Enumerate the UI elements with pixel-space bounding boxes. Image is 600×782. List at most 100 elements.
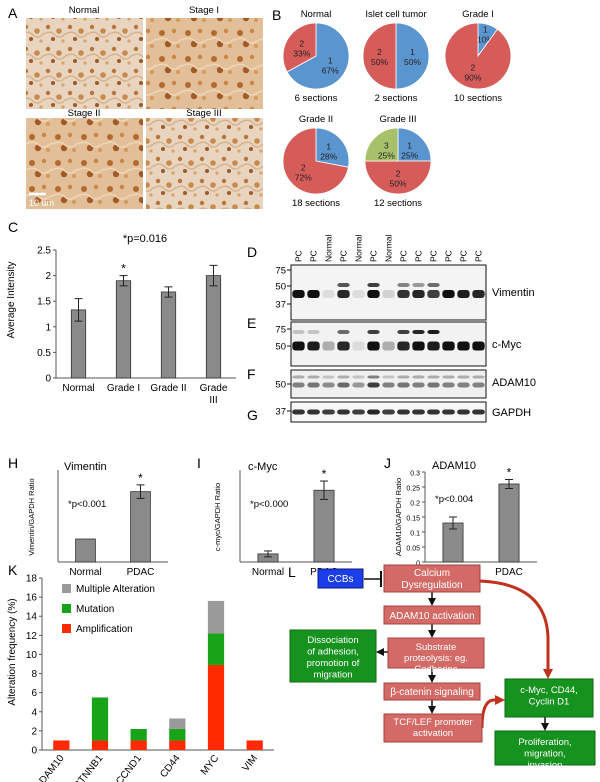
chart-i: Normal*PDACc-myc/GAPDH Ratioc-Myc*p<0.00… — [213, 461, 352, 578]
blot-band — [442, 290, 455, 298]
lane-label: Normal — [354, 234, 364, 262]
y-tick-label: 0.3 — [410, 471, 420, 478]
category-label: Normal — [69, 567, 101, 578]
pie-caption: 2 sections — [375, 93, 418, 104]
pie-slice — [286, 22, 350, 90]
lane-label: PC — [369, 250, 379, 262]
blot-band — [322, 290, 335, 298]
blot-band — [322, 341, 335, 351]
blot-band — [382, 375, 395, 379]
pie-slice — [397, 127, 432, 162]
chart-annotation: *p<0.004 — [435, 494, 473, 505]
pie-slice-pct: 25% — [401, 150, 418, 160]
blot-band — [397, 283, 410, 287]
text-line: promotion of — [307, 658, 360, 669]
panel-d-label: D — [247, 244, 257, 260]
blot-band — [337, 341, 350, 351]
y-tick-label: 1.5 — [37, 297, 51, 308]
panel-f-label: F — [247, 366, 256, 382]
y-tick-label: 0.15 — [406, 516, 420, 523]
lane-label: PC — [429, 250, 439, 262]
pie-slice-label: 1 — [326, 141, 331, 151]
label-stage-3: Stage III — [186, 108, 221, 119]
text-line: Proliferation, — [518, 737, 571, 748]
pie-title: Grade I — [462, 9, 494, 20]
panel-g-label: G — [247, 407, 258, 423]
micrograph-normal — [26, 18, 143, 109]
y-tick-label: 16 — [26, 593, 38, 604]
text-line: activation — [413, 728, 453, 739]
lane-label: PC — [294, 250, 304, 262]
pie-slice-label: 2 — [301, 163, 306, 173]
lane-label: PC — [309, 250, 319, 262]
blot-band — [442, 409, 455, 415]
blot-markers: 75 50 37 75 50 50 37 — [275, 266, 291, 418]
y-axis-label: ADAM10/GAPDH Ratio — [394, 478, 403, 556]
blot-band — [352, 409, 365, 415]
blot-band — [397, 290, 410, 298]
blot-band — [412, 330, 425, 334]
pie-caption: 18 sections — [292, 198, 340, 209]
blot-band — [322, 382, 335, 388]
y-tick-label: 0.05 — [406, 546, 420, 553]
proliferation-label: Proliferation, migration, invasion — [518, 737, 571, 771]
blot-band — [337, 409, 350, 415]
blot-band — [337, 330, 350, 334]
blot-band — [292, 290, 305, 298]
blot-band — [472, 409, 485, 415]
category-label: Grade — [200, 383, 228, 394]
pie-title: Normal — [301, 9, 332, 20]
mw-marker: 50 — [275, 380, 286, 391]
blot-band — [457, 290, 470, 298]
protein-cmyc: c-Myc — [492, 339, 522, 351]
pie-slice-pct: 72% — [295, 173, 312, 183]
substrate-box — [387, 637, 485, 669]
panel-i-label: I — [197, 455, 201, 471]
mw-marker: 50 — [275, 342, 286, 353]
mw-marker: 37 — [275, 407, 286, 418]
text-line: migration, — [524, 749, 566, 760]
blot-band — [442, 375, 455, 379]
bar — [205, 275, 222, 379]
blot-band — [412, 283, 425, 287]
ccbs-box — [317, 568, 364, 589]
calcium-box — [383, 564, 481, 593]
text-line: migration — [313, 670, 352, 681]
panel-a-micrographs: Normal Stage I Stage II Stage III 10 um — [26, 5, 263, 209]
chart-title: ADAM10 — [432, 460, 476, 472]
blot-band — [457, 375, 470, 379]
pie-caption: 6 sections — [295, 93, 338, 104]
panel-e-label: E — [247, 315, 256, 331]
legend-label: Mutation — [76, 604, 114, 615]
y-tick-label: 0 — [416, 561, 420, 568]
pie-slice — [282, 127, 349, 195]
bar — [115, 280, 132, 379]
chart-c: 0 0.5 1 1.5 2 2.5 Normal * Grade I Grade II GradeI… — [37, 246, 236, 406]
y-tick-label: 12 — [26, 631, 38, 642]
blot-band — [292, 409, 305, 415]
blot-band — [427, 375, 440, 379]
blot-band — [322, 375, 335, 379]
category-label: CCND1 — [114, 753, 144, 782]
y-tick-label: 2 — [45, 271, 51, 282]
stack-segment — [207, 633, 225, 665]
legend-label: Multiple Alteration — [76, 584, 155, 595]
category-label: VIM — [240, 753, 260, 774]
blot-band — [427, 290, 440, 298]
blot-band — [367, 330, 380, 334]
blot-lane-labels: PC PC Normal PC Normal PC Normal PC PC PC PC PC PC — [294, 234, 484, 262]
dissociation-box — [289, 629, 377, 683]
blot-band — [307, 330, 320, 334]
bcatenin-box — [383, 682, 481, 701]
stack-segment — [207, 664, 225, 750]
panel-j-label: J — [384, 455, 391, 471]
y-tick-label: 6 — [31, 688, 37, 699]
blot-band — [397, 382, 410, 388]
blot-band — [352, 290, 365, 298]
blot-band — [367, 290, 380, 298]
mw-marker: 75 — [275, 325, 286, 336]
pie-slice-label: 3 — [384, 140, 389, 150]
pie-caption: 10 sections — [454, 93, 502, 104]
pie-slice-label: 2 — [299, 39, 304, 49]
stack-segment — [130, 728, 147, 741]
